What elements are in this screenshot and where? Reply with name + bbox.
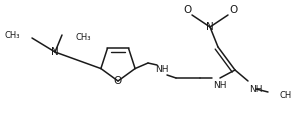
Text: N: N — [206, 22, 214, 32]
Text: N: N — [51, 47, 59, 57]
Text: O: O — [183, 5, 191, 15]
Text: O: O — [114, 76, 122, 86]
Text: NH: NH — [213, 82, 227, 90]
Text: NH: NH — [155, 65, 169, 75]
Text: NH: NH — [249, 85, 263, 94]
Text: CH₃: CH₃ — [76, 33, 91, 41]
Text: O: O — [229, 5, 237, 15]
Text: CH₃: CH₃ — [4, 31, 20, 40]
Text: CH₃: CH₃ — [279, 90, 291, 99]
